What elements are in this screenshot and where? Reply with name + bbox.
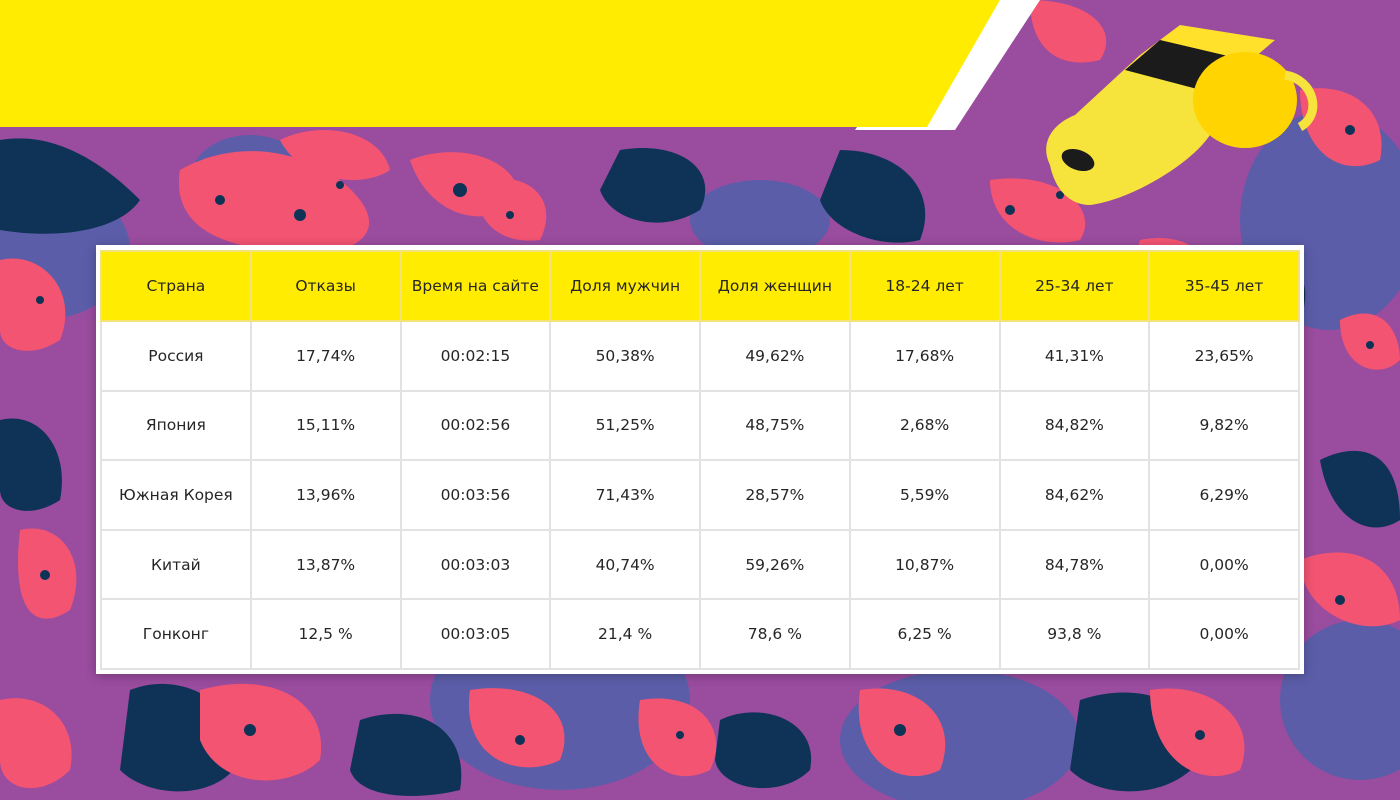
table-cell: Китай — [100, 528, 252, 601]
column-header: 25-34 лет — [998, 250, 1151, 322]
table-cell: 93,8 % — [998, 598, 1151, 670]
table-cell: 2,68% — [848, 389, 1001, 462]
table-cell: 50,38% — [549, 320, 701, 392]
table-cell: Россия — [100, 320, 252, 392]
table-row: Россия 17,74% 00:02:15 50,38% 49,62% 17,… — [100, 320, 1300, 392]
table-row: Япония 15,11% 00:02:56 51,25% 48,75% 2,6… — [100, 389, 1300, 462]
table-cell: Япония — [100, 389, 252, 462]
table-cell: 17,74% — [249, 320, 402, 392]
table-cell: 15,11% — [249, 389, 402, 462]
stats-table: Страна Отказы Время на сайте Доля мужчин… — [100, 250, 1300, 670]
table-cell: 71,43% — [549, 459, 701, 531]
table-cell: 49,62% — [699, 320, 851, 392]
column-header: 18-24 лет — [848, 250, 1001, 322]
table-cell: 84,78% — [998, 528, 1151, 601]
column-header: 35-45 лет — [1148, 250, 1300, 322]
column-header: Доля женщин — [699, 250, 851, 322]
column-header: Страна — [100, 250, 252, 322]
table-cell: 59,26% — [699, 528, 851, 601]
column-header: Доля мужчин — [549, 250, 701, 322]
table-cell: 48,75% — [699, 389, 851, 462]
table-cell: 6,29% — [1148, 459, 1300, 531]
table-cell: 23,65% — [1148, 320, 1300, 392]
table-cell: 6,25 % — [848, 598, 1001, 670]
whistle-icon — [1046, 25, 1318, 205]
table-header-row: Страна Отказы Время на сайте Доля мужчин… — [100, 250, 1300, 322]
top-banner — [0, 0, 1040, 130]
table-cell: 00:03:05 — [399, 598, 552, 670]
table-cell: 10,87% — [848, 528, 1001, 601]
table-cell: 13,87% — [249, 528, 402, 601]
column-header: Время на сайте — [399, 250, 552, 322]
table-cell: Гонконг — [100, 598, 252, 670]
table-cell: 41,31% — [998, 320, 1151, 392]
table-cell: 21,4 % — [549, 598, 701, 670]
stats-table-card: Страна Отказы Время на сайте Доля мужчин… — [96, 245, 1304, 674]
table-cell: 13,96% — [249, 459, 402, 531]
table-cell: 12,5 % — [249, 598, 402, 670]
table-cell: 17,68% — [848, 320, 1001, 392]
table-cell: 0,00% — [1148, 528, 1300, 601]
table-cell: Южная Корея — [100, 459, 252, 531]
table-cell: 84,62% — [998, 459, 1151, 531]
table-cell: 5,59% — [848, 459, 1001, 531]
table-cell: 00:03:56 — [399, 459, 552, 531]
table-row: Китай 13,87% 00:03:03 40,74% 59,26% 10,8… — [100, 528, 1300, 601]
table-cell: 28,57% — [699, 459, 851, 531]
table-cell: 00:02:15 — [399, 320, 552, 392]
table-cell: 51,25% — [549, 389, 701, 462]
table-cell: 9,82% — [1148, 389, 1300, 462]
table-cell: 0,00% — [1148, 598, 1300, 670]
column-header: Отказы — [249, 250, 402, 322]
table-row: Южная Корея 13,96% 00:03:56 71,43% 28,57… — [100, 459, 1300, 531]
table-cell: 40,74% — [549, 528, 701, 601]
table-row: Гонконг 12,5 % 00:03:05 21,4 % 78,6 % 6,… — [100, 598, 1300, 670]
table-cell: 00:03:03 — [399, 528, 552, 601]
table-cell: 00:02:56 — [399, 389, 552, 462]
table-cell: 84,82% — [998, 389, 1151, 462]
table-cell: 78,6 % — [699, 598, 851, 670]
